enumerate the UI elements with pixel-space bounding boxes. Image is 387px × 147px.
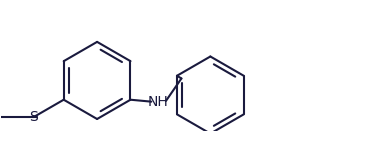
Text: NH: NH: [148, 95, 169, 109]
Text: S: S: [29, 110, 38, 124]
